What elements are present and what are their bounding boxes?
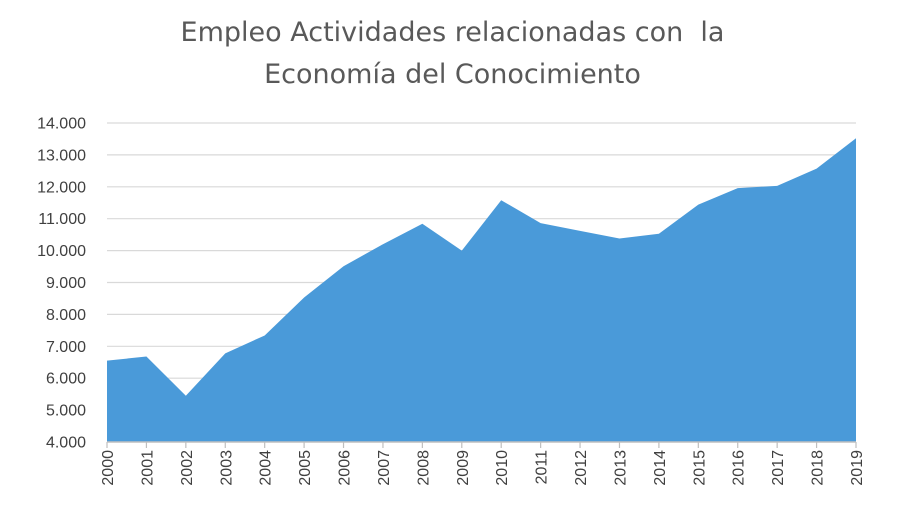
y-tick-label: 12.000	[37, 179, 86, 196]
chart-title: Empleo Actividades relacionadas con la E…	[0, 12, 905, 96]
y-tick-label: 11.000	[38, 211, 86, 228]
x-tick-label: 2014	[652, 450, 669, 486]
y-tick-label: 10.000	[37, 243, 86, 260]
x-tick-label: 2000	[100, 450, 117, 486]
area-series-fill	[107, 138, 856, 442]
area-series	[107, 138, 856, 442]
y-tick-label: 13.000	[37, 147, 86, 164]
x-tick-label: 2017	[770, 450, 787, 486]
x-tick-label: 2009	[455, 450, 472, 486]
x-tick-label: 2004	[258, 450, 275, 486]
x-tick-label: 2012	[573, 450, 590, 486]
x-tick-labels: 2000 2001 2002 2003 2004 2005 2006 2007 2008 2009…	[100, 450, 866, 486]
y-tick-labels: 4.000 5.000 6.000 7.000 8.000 9.000 10.000 11.0…	[37, 116, 86, 452]
x-tick-label: 2013	[612, 450, 629, 486]
x-tick-label: 2001	[139, 450, 156, 486]
y-tick-label: 7.000	[46, 339, 86, 356]
y-tick-label: 14.000	[37, 116, 86, 133]
x-tick-label: 2005	[297, 450, 314, 486]
chart-title-line-1: Empleo Actividades relacionadas con la	[180, 17, 725, 48]
x-tick-label: 2007	[376, 450, 393, 486]
x-tick-label: 2015	[691, 450, 708, 486]
y-tick-label: 9.000	[46, 275, 86, 292]
x-tick-label: 2016	[731, 450, 748, 486]
y-tick-label: 4.000	[46, 435, 86, 452]
x-tick-label: 2019	[849, 450, 866, 486]
axes	[106, 441, 857, 448]
x-tick-label: 2006	[337, 450, 354, 486]
x-tick-label: 2011	[534, 450, 551, 485]
y-tick-label: 6.000	[46, 371, 86, 388]
x-tick-label: 2003	[218, 450, 235, 486]
y-tick-label: 8.000	[46, 307, 86, 324]
x-tick-label: 2002	[179, 450, 196, 486]
x-tick-label: 2018	[810, 450, 827, 486]
chart-title-line-2: Economía del Conocimiento	[264, 59, 641, 90]
x-tick-label: 2008	[415, 450, 432, 486]
x-tick-label: 2010	[494, 450, 511, 486]
y-tick-label: 5.000	[46, 403, 86, 420]
